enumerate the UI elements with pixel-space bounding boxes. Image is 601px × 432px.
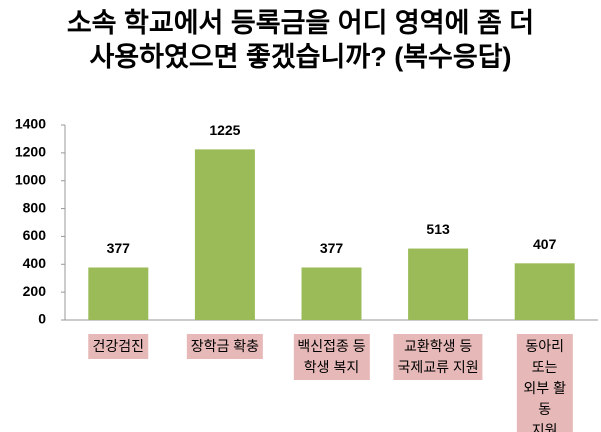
bar [301, 267, 362, 320]
y-tick-label: 600 [23, 227, 47, 243]
data-label: 377 [107, 240, 131, 256]
x-tick-label: 장학금 확충 [186, 334, 264, 359]
y-tick-label: 1400 [15, 116, 46, 132]
bar [88, 267, 149, 320]
chart-title: 소속 학교에서 등록금을 어디 영역에 좀 더 사용하였으면 좋겠습니까? (복… [66, 8, 535, 72]
data-label: 1225 [209, 122, 240, 138]
bar [408, 248, 469, 320]
data-label: 377 [320, 240, 344, 256]
x-tick-label: 건강검진 [88, 334, 149, 359]
x-tick-label: 백신접종 등 학생 복지 [293, 334, 370, 380]
bar [514, 263, 575, 320]
y-tick-label: 200 [23, 283, 47, 299]
y-tick-label: 400 [23, 255, 47, 271]
bar [194, 149, 255, 320]
y-tick-label: 1200 [15, 144, 46, 160]
y-tick-label: 800 [23, 199, 47, 215]
data-label: 513 [426, 221, 450, 237]
data-label: 407 [533, 236, 557, 252]
y-tick-label: 0 [38, 311, 46, 327]
x-tick-label: 동아리 또는 외부 활동 지원 [516, 334, 573, 432]
x-tick-label: 교환학생 등 국제교류 지원 [393, 334, 483, 380]
y-tick-label: 1000 [15, 171, 46, 187]
